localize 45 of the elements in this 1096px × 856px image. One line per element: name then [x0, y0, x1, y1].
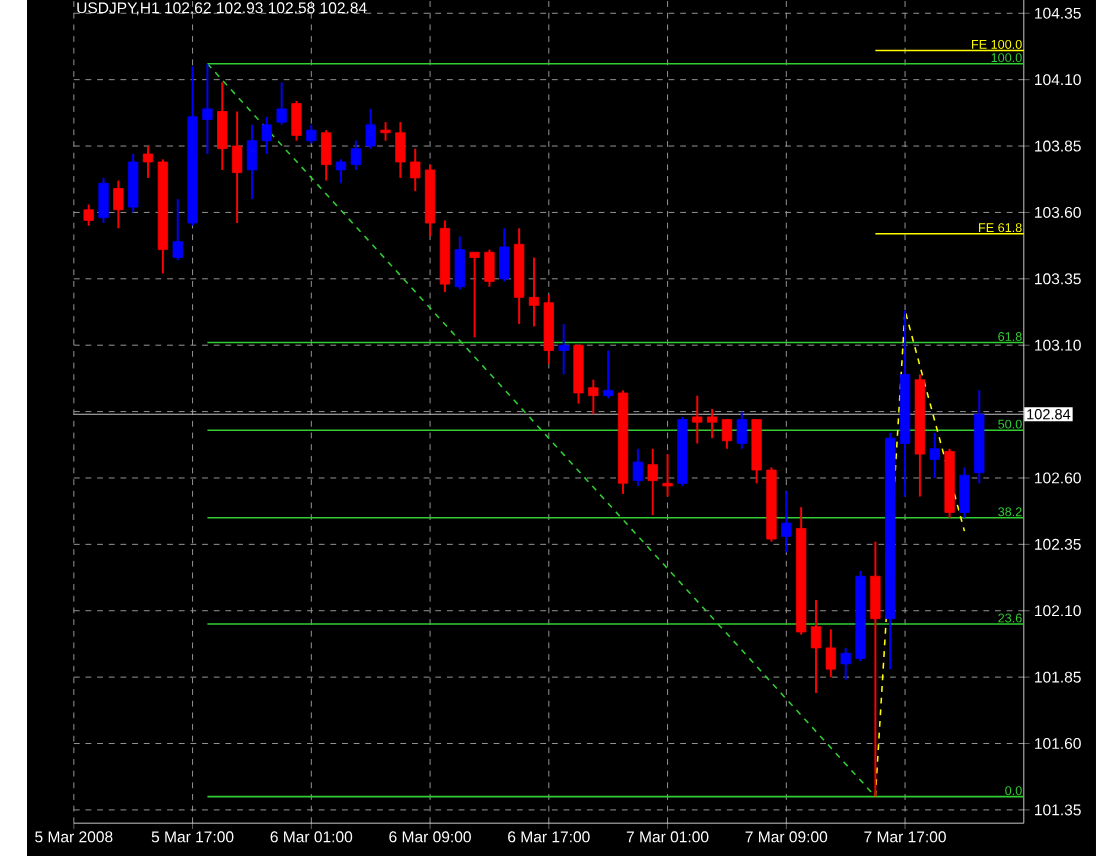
candlestick [558, 322, 569, 376]
candlestick [603, 349, 614, 400]
candlestick [484, 248, 495, 288]
candlestick [321, 128, 332, 182]
candlestick [128, 152, 139, 214]
candlestick [721, 418, 733, 450]
candlestick [929, 431, 940, 479]
candlestick [469, 251, 480, 339]
candlestick [706, 407, 718, 439]
candlestick [98, 176, 109, 224]
candlestick [335, 158, 347, 185]
candlestick [647, 447, 658, 516]
candlestick [306, 123, 317, 145]
candlestick [543, 293, 554, 365]
candlestick [410, 147, 421, 192]
candlestick [380, 121, 391, 142]
candlestick [825, 628, 836, 678]
candlestick [261, 115, 272, 155]
candlestick [840, 646, 851, 681]
candlestick [632, 447, 644, 487]
candlestick [588, 378, 599, 416]
candlestick [781, 490, 792, 554]
candlestick [217, 81, 228, 171]
candlestick [499, 227, 510, 283]
candlestick [365, 107, 376, 150]
candlestick [276, 81, 287, 126]
candlestick [454, 235, 465, 291]
candlestick [959, 466, 970, 519]
candlestick [291, 99, 302, 142]
candlestick [246, 123, 258, 200]
candlestick [231, 110, 243, 224]
candlestick [810, 598, 822, 694]
candlestick [350, 139, 361, 171]
candlestick [83, 203, 94, 227]
candlestick [736, 410, 747, 450]
candlestick [142, 144, 154, 179]
candlestick [395, 121, 406, 179]
candlestick [528, 256, 540, 328]
candlestick [870, 540, 881, 798]
candlestick [172, 198, 183, 262]
candlestick [202, 62, 213, 155]
candlestick [662, 452, 673, 498]
candlestick [692, 394, 703, 445]
candlestick [113, 179, 124, 230]
candlestick [573, 344, 584, 405]
